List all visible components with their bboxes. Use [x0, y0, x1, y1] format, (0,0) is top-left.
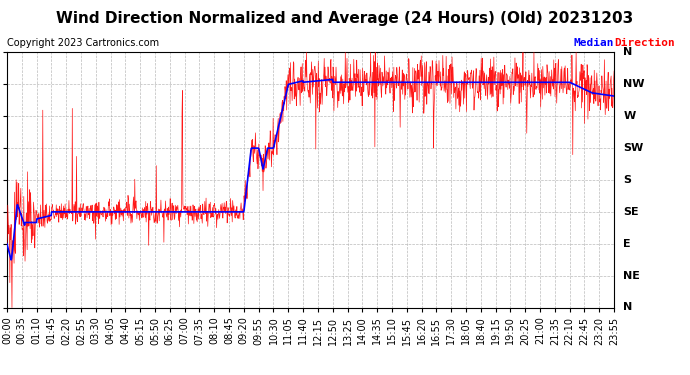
Text: NE: NE	[623, 271, 640, 280]
Text: SE: SE	[623, 207, 639, 217]
Text: N: N	[623, 48, 633, 57]
Text: Copyright 2023 Cartronics.com: Copyright 2023 Cartronics.com	[7, 38, 159, 48]
Text: Median: Median	[573, 38, 614, 48]
Text: S: S	[623, 175, 631, 185]
Text: SW: SW	[623, 143, 644, 153]
Text: Wind Direction Normalized and Average (24 Hours) (Old) 20231203: Wind Direction Normalized and Average (2…	[57, 11, 633, 26]
Text: Direction: Direction	[614, 38, 675, 48]
Text: NW: NW	[623, 80, 644, 89]
Text: W: W	[623, 111, 635, 121]
Text: N: N	[623, 303, 633, 312]
Text: E: E	[623, 239, 631, 249]
